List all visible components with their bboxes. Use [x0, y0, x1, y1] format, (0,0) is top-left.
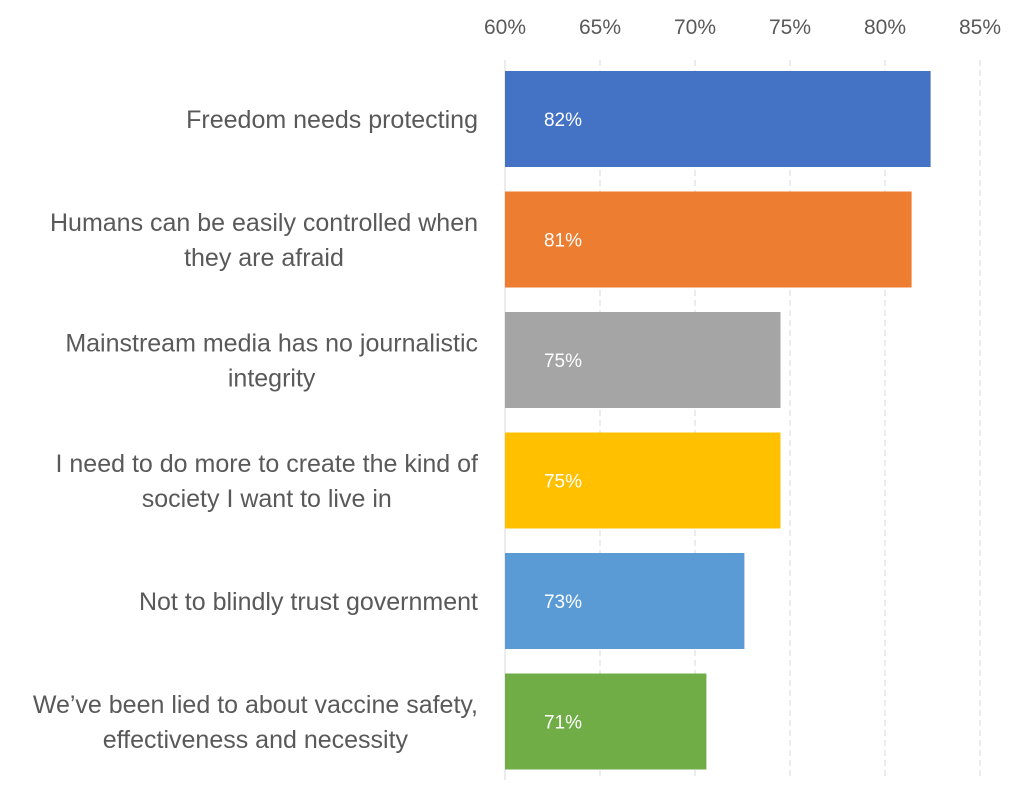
category-label-line: Not to blindly trust government [139, 588, 478, 616]
category-label-line: integrity [228, 365, 316, 393]
data-label: 82% [544, 110, 582, 131]
gridlines [504, 60, 981, 780]
x-tick-label: 80% [864, 16, 906, 39]
x-tick-label: 75% [769, 16, 811, 39]
bar-data-labels: 82% 81% 75% 75% 73% 71% [544, 110, 582, 734]
category-label: Humans can be easily controlled when they… [50, 209, 478, 272]
category-label-line: Humans can be easily controlled when [50, 209, 478, 237]
x-axis-tick-labels: 60% 65% 70% 75% 80% 85% [484, 16, 1001, 39]
x-tick-label: 85% [959, 16, 1001, 39]
data-label: 81% [544, 231, 582, 252]
x-tick-label: 70% [674, 16, 716, 39]
bar [505, 312, 781, 408]
x-tick-label: 60% [484, 16, 526, 39]
data-label: 73% [544, 592, 582, 613]
bar [505, 71, 931, 167]
category-label-line: Freedom needs protecting [186, 106, 478, 134]
category-label: We’ve been lied to about vaccine safety,… [33, 691, 478, 754]
category-label-line: they are afraid [184, 244, 344, 272]
category-label-line: We’ve been lied to about vaccine safety, [33, 691, 478, 719]
category-label: I need to do more to create the kind of s… [56, 450, 479, 513]
bar [505, 673, 707, 770]
bars [505, 71, 931, 770]
data-label: 75% [544, 351, 582, 372]
category-label-line: Mainstream media has no journalistic [65, 330, 478, 358]
category-label: Freedom needs protecting [186, 106, 478, 134]
category-label: Not to blindly trust government [139, 588, 478, 616]
category-label-line: society I want to live in [142, 485, 392, 513]
bar [505, 191, 912, 288]
x-tick-label: 65% [579, 16, 621, 39]
bar [505, 553, 745, 649]
category-labels: Freedom needs protecting Humans can be ea… [33, 106, 478, 754]
data-label: 75% [544, 472, 582, 493]
category-label-line: I need to do more to create the kind of [56, 450, 479, 478]
category-label-line: effectiveness and necessity [103, 726, 409, 754]
category-label: Mainstream media has no journalistic inte… [65, 330, 478, 393]
bar [505, 432, 781, 529]
data-label: 71% [544, 713, 582, 734]
